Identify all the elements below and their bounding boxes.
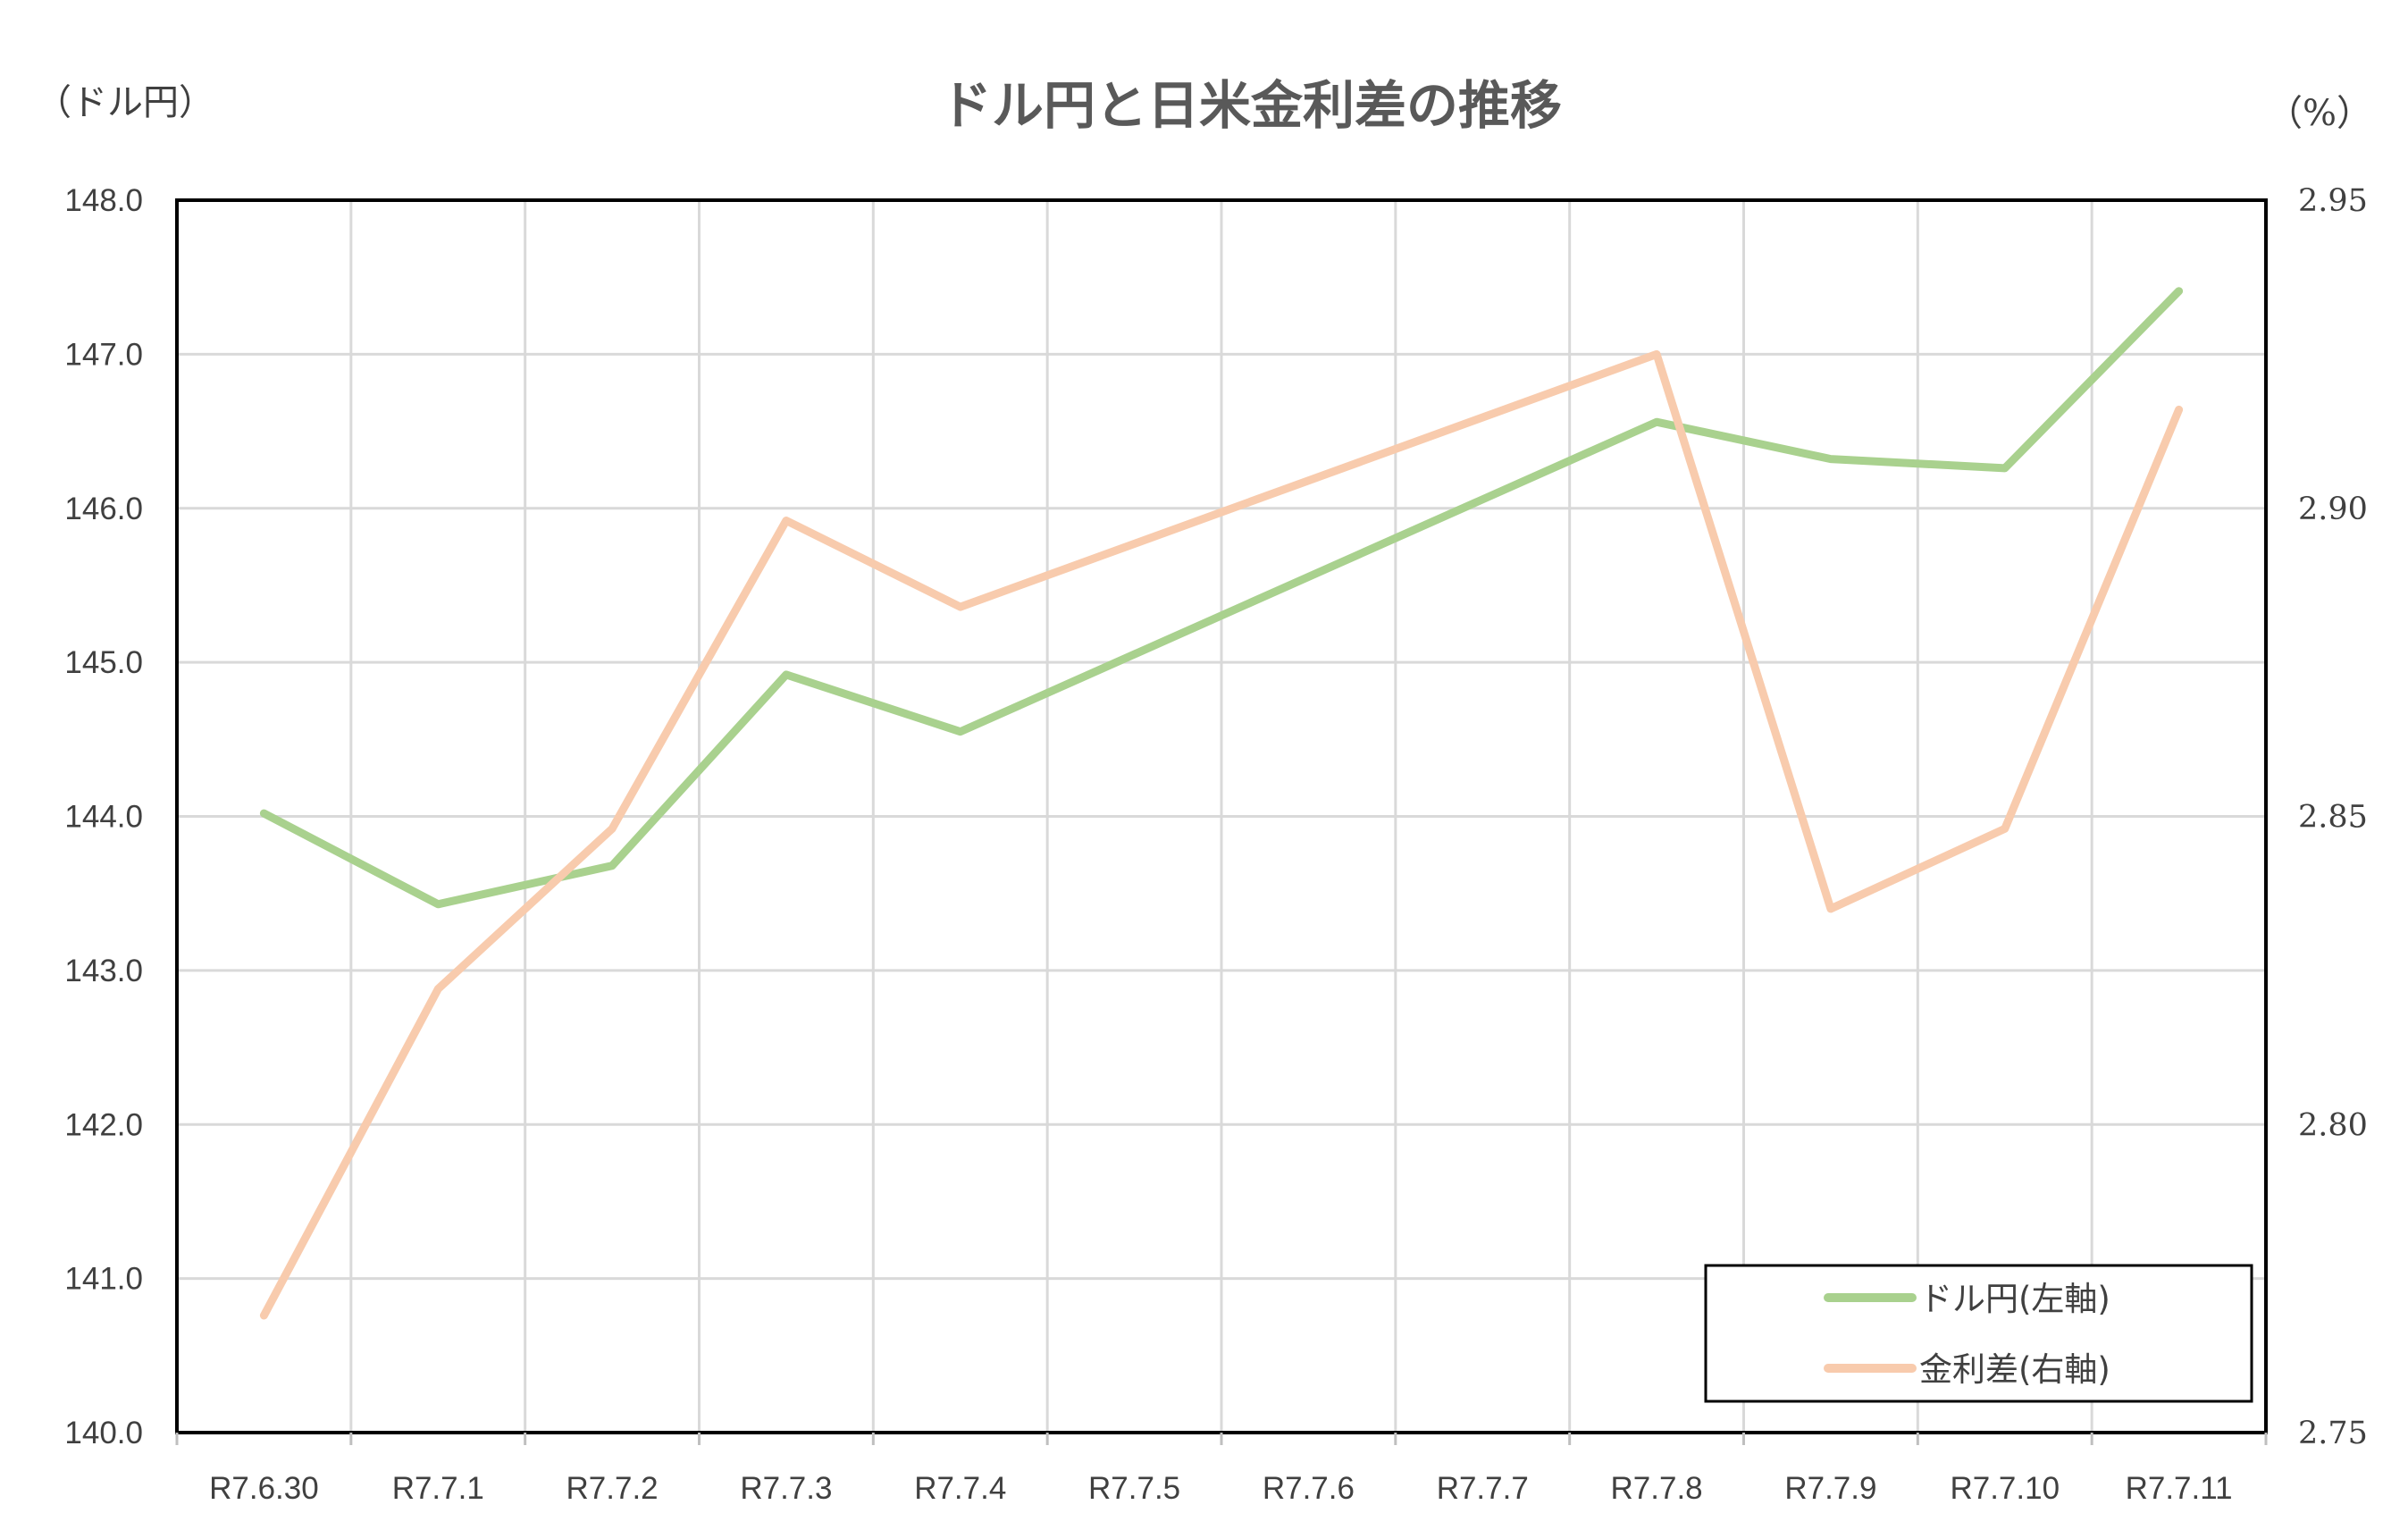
- x-axis-tick-label: R7.7.11: [2126, 1471, 2233, 1506]
- left-axis-unit: （ドル円）: [36, 82, 214, 123]
- left-axis-tick-label: 141.0: [64, 1262, 143, 1297]
- x-axis-tick-label: R7.7.9: [1784, 1471, 1876, 1506]
- left-axis-tick-label: 143.0: [64, 954, 143, 988]
- right-axis-tick-label: 2.90: [2298, 492, 2368, 527]
- right-axis-tick-label: 2.80: [2298, 1107, 2368, 1143]
- right-axis-tick-label: 2.85: [2298, 800, 2368, 836]
- x-axis-tick-label: R7.7.4: [914, 1471, 1006, 1506]
- legend-label-usdjpy: ドル円(左軸): [1919, 1280, 2110, 1318]
- right-axis-tick-label: 2.75: [2298, 1416, 2368, 1451]
- left-axis-tick-label: 145.0: [64, 645, 143, 680]
- left-axis-tick-label: 142.0: [64, 1107, 143, 1142]
- legend-box: [1704, 1264, 2253, 1403]
- left-axis-tick-label: 140.0: [64, 1416, 143, 1450]
- x-axis-tick-label: R7.7.1: [392, 1471, 484, 1506]
- x-axis-tick-label: R7.6.30: [209, 1471, 319, 1506]
- left-axis-tick-label: 148.0: [64, 183, 143, 218]
- x-axis-tick-label: R7.7.3: [740, 1471, 832, 1506]
- axes: 140.0 141.0 142.0 143.0 144.0 145.0 146.0 147.0…: [64, 183, 2368, 1506]
- x-axis-tick-label: R7.7.8: [1611, 1471, 1703, 1506]
- series-lines: [259, 287, 2184, 1320]
- legend: ドル円(左軸) 金利差(右軸): [1704, 1264, 2253, 1403]
- chart-title: ドル円と日米金利差の推移: [940, 75, 1562, 136]
- gridlines: [177, 200, 2266, 1433]
- x-axis-tick-label: R7.7.10: [1950, 1471, 2060, 1506]
- series-line-rate-spread: [259, 349, 2184, 1320]
- series-line-usdjpy: [259, 287, 2184, 909]
- x-axis-tick-label: R7.7.6: [1263, 1471, 1355, 1506]
- left-axis-tick-label: 147.0: [64, 337, 143, 372]
- x-axis-tick-label: R7.7.2: [566, 1471, 659, 1506]
- right-axis-tick-label: 2.95: [2298, 183, 2368, 219]
- x-axis-tick-label: R7.7.7: [1437, 1471, 1529, 1506]
- legend-label-spread: 金利差(右軸): [1919, 1350, 2110, 1389]
- right-axis-unit: （%）: [2267, 93, 2372, 134]
- left-axis-tick-label: 144.0: [64, 800, 143, 835]
- x-axis-tick-label: R7.7.5: [1088, 1471, 1180, 1506]
- left-axis-tick-label: 146.0: [64, 492, 143, 526]
